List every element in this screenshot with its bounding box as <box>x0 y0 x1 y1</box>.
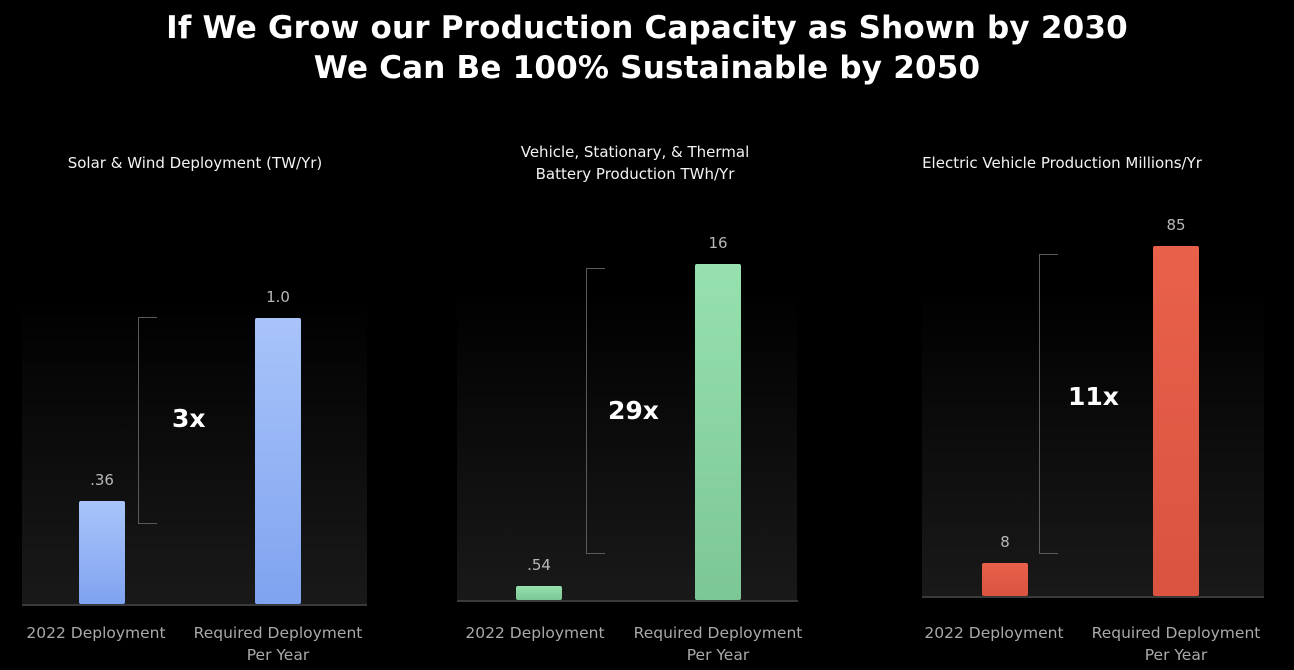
bar-2022 <box>982 563 1028 596</box>
growth-multiplier: 11x <box>1068 382 1119 411</box>
category-label: Required Deployment Per Year <box>193 624 363 664</box>
category-label: Required Deployment Per Year <box>633 624 803 664</box>
bar-required <box>255 318 301 604</box>
growth-multiplier: 29x <box>608 396 659 425</box>
data-label: .54 <box>527 556 551 574</box>
bar-2022 <box>79 501 125 604</box>
category-label: Required Deployment Per Year <box>1091 624 1261 664</box>
growth-multiplier: 3x <box>172 404 206 433</box>
data-label: 85 <box>1166 216 1186 234</box>
category-label: 2022 Deployment <box>26 624 166 642</box>
bar-2022 <box>516 586 562 600</box>
x-axis-line <box>922 596 1264 598</box>
data-label: 16 <box>708 234 728 252</box>
category-label: 2022 Deployment <box>465 624 605 642</box>
category-label: 2022 Deployment <box>924 624 1064 642</box>
growth-bracket <box>1039 254 1058 554</box>
chart-title: Vehicle, Stationary, & Thermal Battery P… <box>520 143 750 183</box>
bar-required <box>1153 246 1199 596</box>
chart-title: Electric Vehicle Production Millions/Yr <box>922 154 1202 172</box>
x-axis-line <box>457 600 798 602</box>
chart-background <box>922 290 1264 596</box>
bar-required <box>695 264 741 600</box>
data-label: 8 <box>1000 533 1010 551</box>
chart-title: Solar & Wind Deployment (TW/Yr) <box>67 154 323 172</box>
slide-title-line-2: We Can Be 100% Sustainable by 2050 <box>313 50 981 86</box>
x-axis-line <box>22 604 367 606</box>
growth-bracket <box>586 268 605 554</box>
slide-title-line-1: If We Grow our Production Capacity as Sh… <box>166 10 1128 46</box>
data-label: .36 <box>90 471 114 489</box>
data-label: 1.0 <box>266 288 290 306</box>
growth-bracket <box>138 317 157 524</box>
